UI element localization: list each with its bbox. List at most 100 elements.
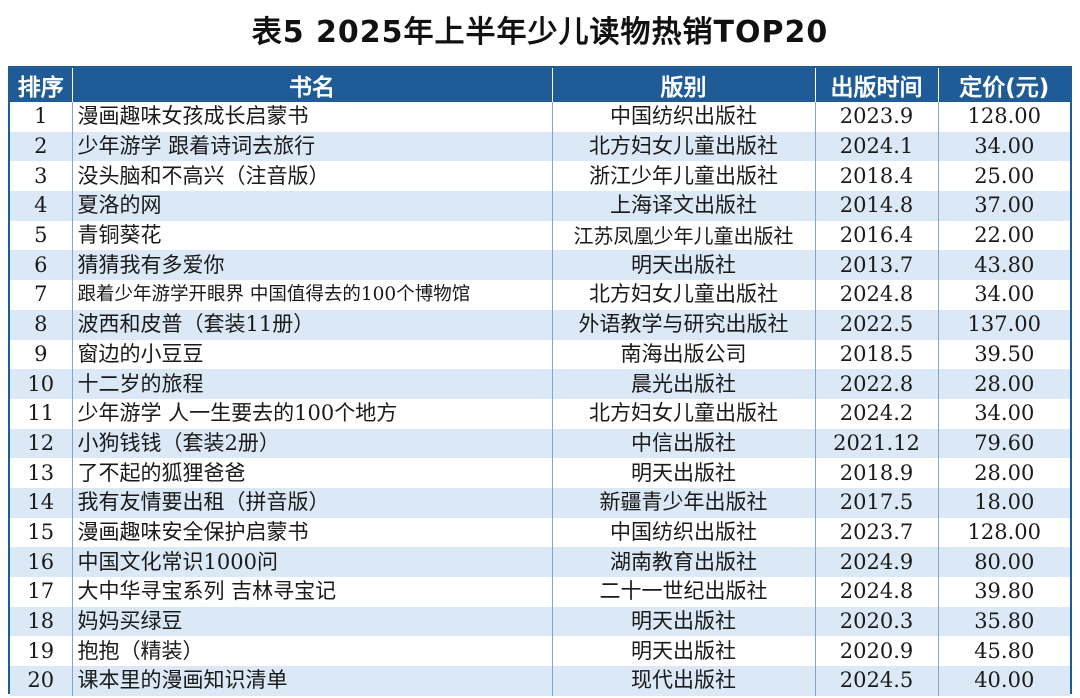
price-cell: 18.00 — [937, 487, 1070, 518]
publisher-cell: 外语教学与研究出版社 — [551, 309, 815, 340]
publish-date-cell: 2022.8 — [814, 369, 938, 399]
price-cell: 28.00 — [937, 458, 1070, 488]
price-cell: 37.00 — [937, 191, 1070, 221]
price-cell: 39.80 — [937, 577, 1070, 607]
book-title-cell: 妈妈买绿豆 — [71, 606, 552, 637]
book-title-cell: 窗边的小豆豆 — [71, 339, 552, 370]
table-row: 1 漫画趣味女孩成长启蒙书 中国纺织出版社 2023.9 128.00 — [10, 102, 1070, 132]
publisher-cell: 北方妇女儿童出版社 — [551, 131, 815, 162]
publisher-cell: 中信出版社 — [551, 428, 815, 459]
table-row: 10 十二岁的旅程 晨光出版社 2022.8 28.00 — [10, 369, 1070, 399]
price-cell: 128.00 — [937, 102, 1070, 132]
price-cell: 25.00 — [937, 161, 1070, 192]
book-title-cell: 大中华寻宝系列 吉林寻宝记 — [71, 577, 552, 607]
rank-cell: 4 — [10, 191, 72, 221]
publish-date-cell: 2017.5 — [814, 487, 938, 518]
bestseller-table: 排序 书名 版别 出版时间 定价(元) 1 漫画趣味女孩成长启蒙书 中国纺织出版社 2… — [8, 66, 1072, 696]
publish-date-cell: 2024.9 — [814, 547, 938, 577]
table-row: 13 了不起的狐狸爸爸 明天出版社 2018.9 28.00 — [10, 458, 1070, 488]
book-title-cell: 夏洛的网 — [71, 191, 552, 221]
rank-cell: 6 — [10, 250, 72, 281]
rank-cell: 15 — [10, 517, 72, 548]
table-row: 5 青铜葵花 江苏凤凰少年儿童出版社 2016.4 22.00 — [10, 220, 1070, 251]
table-row: 7 跟着少年游学开眼界 中国值得去的100个博物馆 北方妇女儿童出版社 2024.8 3… — [10, 280, 1070, 310]
table-row: 15 漫画趣味安全保护启蒙书 中国纺织出版社 2023.7 128.00 — [10, 517, 1070, 548]
book-title-cell: 漫画趣味女孩成长启蒙书 — [71, 102, 552, 132]
publisher-cell: 明天出版社 — [551, 458, 815, 488]
rank-cell: 14 — [10, 487, 72, 518]
book-title-cell: 漫画趣味安全保护启蒙书 — [71, 517, 552, 548]
rank-cell: 2 — [10, 131, 72, 162]
book-title-cell: 没头脑和不高兴（注音版） — [71, 161, 552, 192]
book-title-cell: 猜猜我有多爱你 — [71, 250, 552, 281]
header-publish-date: 出版时间 — [814, 68, 938, 102]
publish-date-cell: 2022.5 — [814, 309, 938, 340]
price-cell: 35.80 — [937, 606, 1070, 637]
header-book-title: 书名 — [71, 68, 552, 102]
rank-cell: 16 — [10, 547, 72, 577]
table-row: 2 少年游学 跟着诗词去旅行 北方妇女儿童出版社 2024.1 34.00 — [10, 131, 1070, 162]
rank-cell: 17 — [10, 577, 72, 607]
publish-date-cell: 2024.2 — [814, 398, 938, 429]
table-header-row: 排序 书名 版别 出版时间 定价(元) — [10, 68, 1070, 102]
price-cell: 45.80 — [937, 636, 1070, 667]
rank-cell: 1 — [10, 102, 72, 132]
book-title-cell: 我有友情要出租（拼音版） — [71, 487, 552, 518]
publisher-cell: 明天出版社 — [551, 250, 815, 281]
publisher-cell: 北方妇女儿童出版社 — [551, 398, 815, 429]
publisher-cell: 北方妇女儿童出版社 — [551, 280, 815, 310]
table-row: 12 小狗钱钱（套装2册） 中信出版社 2021.12 79.60 — [10, 428, 1070, 459]
book-title-cell: 跟着少年游学开眼界 中国值得去的100个博物馆 — [71, 280, 552, 310]
table-row: 3 没头脑和不高兴（注音版） 浙江少年儿童出版社 2018.4 25.00 — [10, 161, 1070, 192]
publisher-cell: 南海出版公司 — [551, 339, 815, 370]
table-row: 18 妈妈买绿豆 明天出版社 2020.3 35.80 — [10, 606, 1070, 637]
publisher-cell: 上海译文出版社 — [551, 191, 815, 221]
publisher-cell: 晨光出版社 — [551, 369, 815, 399]
publish-date-cell: 2021.12 — [814, 428, 938, 459]
rank-cell: 11 — [10, 398, 72, 429]
rank-cell: 12 — [10, 428, 72, 459]
publish-date-cell: 2024.1 — [814, 131, 938, 162]
book-title-cell: 少年游学 跟着诗词去旅行 — [71, 131, 552, 162]
publish-date-cell: 2024.8 — [814, 280, 938, 310]
publisher-cell: 中国纺织出版社 — [551, 102, 815, 132]
price-cell: 80.00 — [937, 547, 1070, 577]
header-rank: 排序 — [10, 68, 72, 102]
book-title-cell: 少年游学 人一生要去的100个地方 — [71, 398, 552, 429]
rank-cell: 5 — [10, 220, 72, 251]
table-body: 1 漫画趣味女孩成长启蒙书 中国纺织出版社 2023.9 128.00 2 少年游学 跟着诗… — [10, 102, 1070, 696]
price-cell: 79.60 — [937, 428, 1070, 459]
table-row: 20 课本里的漫画知识清单 现代出版社 2024.5 40.00 — [10, 666, 1070, 696]
publisher-cell: 明天出版社 — [551, 636, 815, 667]
book-title-cell: 抱抱（精装） — [71, 636, 552, 667]
publish-date-cell: 2020.9 — [814, 636, 938, 667]
publisher-cell: 现代出版社 — [551, 666, 815, 696]
price-cell: 43.80 — [937, 250, 1070, 281]
table-row: 11 少年游学 人一生要去的100个地方 北方妇女儿童出版社 2024.2 34.00 — [10, 398, 1070, 429]
table-row: 4 夏洛的网 上海译文出版社 2014.8 37.00 — [10, 191, 1070, 221]
rank-cell: 7 — [10, 280, 72, 310]
publisher-cell: 新疆青少年出版社 — [551, 487, 815, 518]
table-row: 17 大中华寻宝系列 吉林寻宝记 二十一世纪出版社 2024.8 39.80 — [10, 577, 1070, 607]
publish-date-cell: 2014.8 — [814, 191, 938, 221]
publisher-cell: 浙江少年儿童出版社 — [551, 161, 815, 192]
book-title-cell: 波西和皮普（套装11册） — [71, 309, 552, 340]
price-cell: 28.00 — [937, 369, 1070, 399]
publish-date-cell: 2018.9 — [814, 458, 938, 488]
book-title-cell: 青铜葵花 — [71, 220, 552, 251]
publish-date-cell: 2023.9 — [814, 102, 938, 132]
page-title: 表5 2025年上半年少儿读物热销TOP20 — [251, 15, 829, 50]
publisher-cell: 江苏凤凰少年儿童出版社 — [551, 220, 815, 251]
price-cell: 128.00 — [937, 517, 1070, 548]
price-cell: 34.00 — [937, 280, 1070, 310]
rank-cell: 18 — [10, 606, 72, 637]
table-row: 8 波西和皮普（套装11册） 外语教学与研究出版社 2022.5 137.00 — [10, 309, 1070, 340]
publish-date-cell: 2013.7 — [814, 250, 938, 281]
price-cell: 34.00 — [937, 131, 1070, 162]
publisher-cell: 中国纺织出版社 — [551, 517, 815, 548]
rank-cell: 3 — [10, 161, 72, 192]
price-cell: 137.00 — [937, 309, 1070, 340]
book-title-cell: 小狗钱钱（套装2册） — [71, 428, 552, 459]
book-title-cell: 了不起的狐狸爸爸 — [71, 458, 552, 488]
rank-cell: 20 — [10, 666, 72, 696]
